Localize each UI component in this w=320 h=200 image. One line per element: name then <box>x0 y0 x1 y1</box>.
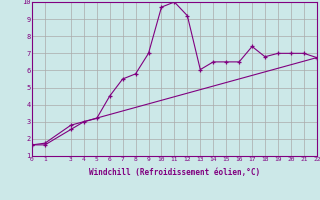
X-axis label: Windchill (Refroidissement éolien,°C): Windchill (Refroidissement éolien,°C) <box>89 168 260 177</box>
